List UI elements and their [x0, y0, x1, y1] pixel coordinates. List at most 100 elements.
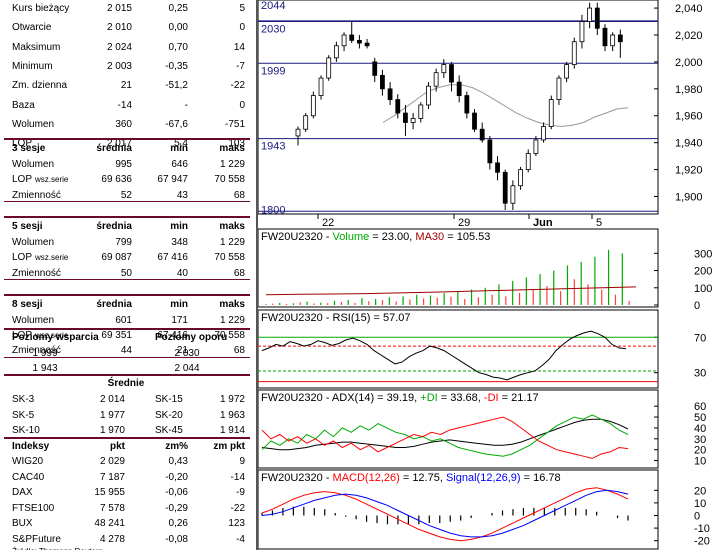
session-row-label: Wolumen — [12, 157, 102, 172]
separator-line — [4, 200, 250, 202]
adx-series-line — [261, 414, 629, 457]
session-max: 70 558 — [214, 252, 245, 264]
avg-value-2: 1 963 — [219, 409, 245, 421]
index-name: FTSE100 — [12, 502, 55, 514]
candle-body — [472, 112, 477, 130]
candle-body — [556, 77, 562, 100]
session-max: 1 229 — [219, 236, 245, 248]
candle-body — [395, 99, 401, 114]
separator-line — [4, 293, 250, 296]
indicator-tick-label: 30 — [694, 434, 706, 446]
index-pct: 0,43 — [168, 456, 188, 467]
price-tick-label: 2,040 — [675, 3, 703, 15]
session-min: 43 — [176, 189, 188, 201]
session-row-name: Zmienność — [12, 267, 61, 279]
index-points: 7 578 — [99, 502, 125, 514]
session-header: 5 sesji średnia min maks — [0, 219, 252, 234]
session-max: 68 — [233, 267, 245, 279]
avg-value-1: 1 977 — [99, 409, 125, 421]
separator-line — [4, 138, 250, 140]
index-change: -9 — [236, 487, 245, 498]
index-name: S&PFuture — [12, 533, 61, 545]
averages-row: SK-3 2 014 SK-15 1 972 — [0, 392, 252, 407]
rsi-line — [261, 330, 627, 381]
legend-part: +DI — [420, 392, 437, 404]
support-value: 1 943 — [32, 363, 58, 374]
quote-label: Zm. dzienna — [12, 80, 68, 92]
level-label: 2044 — [261, 0, 285, 12]
panel-divider — [256, 0, 258, 550]
quote-label: Baza — [12, 99, 35, 111]
candle-body — [594, 7, 600, 29]
candle-body — [356, 39, 362, 44]
indicator-tick-label: 20 — [694, 445, 706, 457]
indicator-tick-label: -10 — [694, 523, 710, 535]
quote-change: -0,35 — [165, 60, 188, 72]
quote-row: Wolumen 360 -67,6 -751 — [0, 117, 252, 132]
indices-title: Indeksy — [12, 441, 50, 452]
candle-body — [479, 128, 485, 141]
quote-change-pts: 0 — [239, 99, 245, 111]
index-points: 4 278 — [99, 533, 125, 545]
indicator-legend: FW20U2320 - Volume = 23.00, MA30 = 105.5… — [261, 231, 490, 243]
candle-body — [579, 21, 585, 43]
quote-change: -67,6 — [165, 118, 188, 130]
quote-change: 0,00 — [168, 22, 188, 34]
quote-label: Kurs bieżący — [12, 3, 70, 14]
indicator-tick-label: 0 — [694, 300, 700, 312]
session-header: 3 sesje średnia min maks — [0, 141, 252, 156]
separator-line — [4, 215, 250, 218]
indicator-tick-label: 10 — [694, 498, 706, 510]
avg-label-1: SK-10 — [12, 425, 40, 436]
index-change: -22 — [230, 502, 245, 514]
quote-label: Wolumen — [12, 118, 55, 130]
session-header: 8 sesji średnia min maks — [0, 297, 252, 312]
candle-body — [525, 153, 531, 170]
avg-value-1: 2 014 — [99, 394, 125, 405]
indices-h-pts: pkt — [110, 441, 125, 452]
candle-body — [610, 34, 616, 47]
session-row-suffix: wsz.serie — [35, 331, 69, 341]
quote-change-pts: -751 — [224, 118, 245, 130]
session-row: LOP wsz.serie 69 636 67 947 70 558 — [0, 172, 252, 187]
legend-part: ADX(14) — [332, 392, 374, 404]
session-row-name: Zmienność — [12, 189, 61, 201]
index-name: BUX — [12, 518, 33, 529]
session-row: Wolumen 799 348 1 229 — [0, 235, 252, 250]
index-pct: -0,06 — [165, 487, 188, 498]
candle-body — [487, 139, 493, 164]
separator-line — [4, 374, 250, 376]
indicator-tick-label: 300 — [694, 248, 712, 260]
session-row-name: LOP — [12, 330, 33, 342]
quote-row: Otwarcie 2 010 0,00 0 — [0, 20, 252, 35]
session-avg: 69 636 — [101, 174, 132, 186]
candle-body — [310, 95, 316, 117]
session-avg: 44 — [120, 345, 132, 357]
session-row-label: Zmienność — [12, 343, 102, 358]
quote-row: Maksimum 2 024 0,70 14 — [0, 40, 252, 55]
resistance-value: 2 030 — [174, 348, 200, 359]
moving-average-line — [382, 84, 629, 128]
session-avg: 69 351 — [101, 330, 132, 342]
session-avg: 50 — [120, 267, 132, 279]
quote-label: LOP — [12, 138, 33, 150]
quote-row: Minimum 2 003 -0,35 -7 — [0, 59, 252, 74]
session-title: 5 sesji — [12, 220, 43, 232]
session-row-name: Wolumen — [12, 236, 55, 248]
macd-series-line — [261, 489, 629, 538]
session-title: 3 sesje — [12, 143, 46, 154]
session-avg: 601 — [115, 314, 132, 326]
session-h-avg: średnia — [96, 143, 132, 154]
session-row: LOP wsz.serie 69 351 67 416 70 558 — [0, 328, 252, 343]
averages-title: Średnie — [107, 378, 145, 389]
index-points: 48 241 — [94, 518, 125, 529]
index-row: DAX 15 955 -0,06 -9 — [0, 485, 252, 500]
session-row-name: Zmienność — [12, 345, 61, 357]
session-row-label: LOP wsz.serie — [12, 250, 102, 265]
quote-change-pts: 5 — [239, 3, 245, 14]
index-change: 123 — [228, 518, 245, 529]
candle-body — [433, 72, 439, 87]
candle-body — [326, 57, 332, 79]
legend-part: = 57.07 — [370, 312, 410, 324]
charts-svg: 204420301999194318002,0402,0202,0001,980… — [257, 0, 712, 550]
